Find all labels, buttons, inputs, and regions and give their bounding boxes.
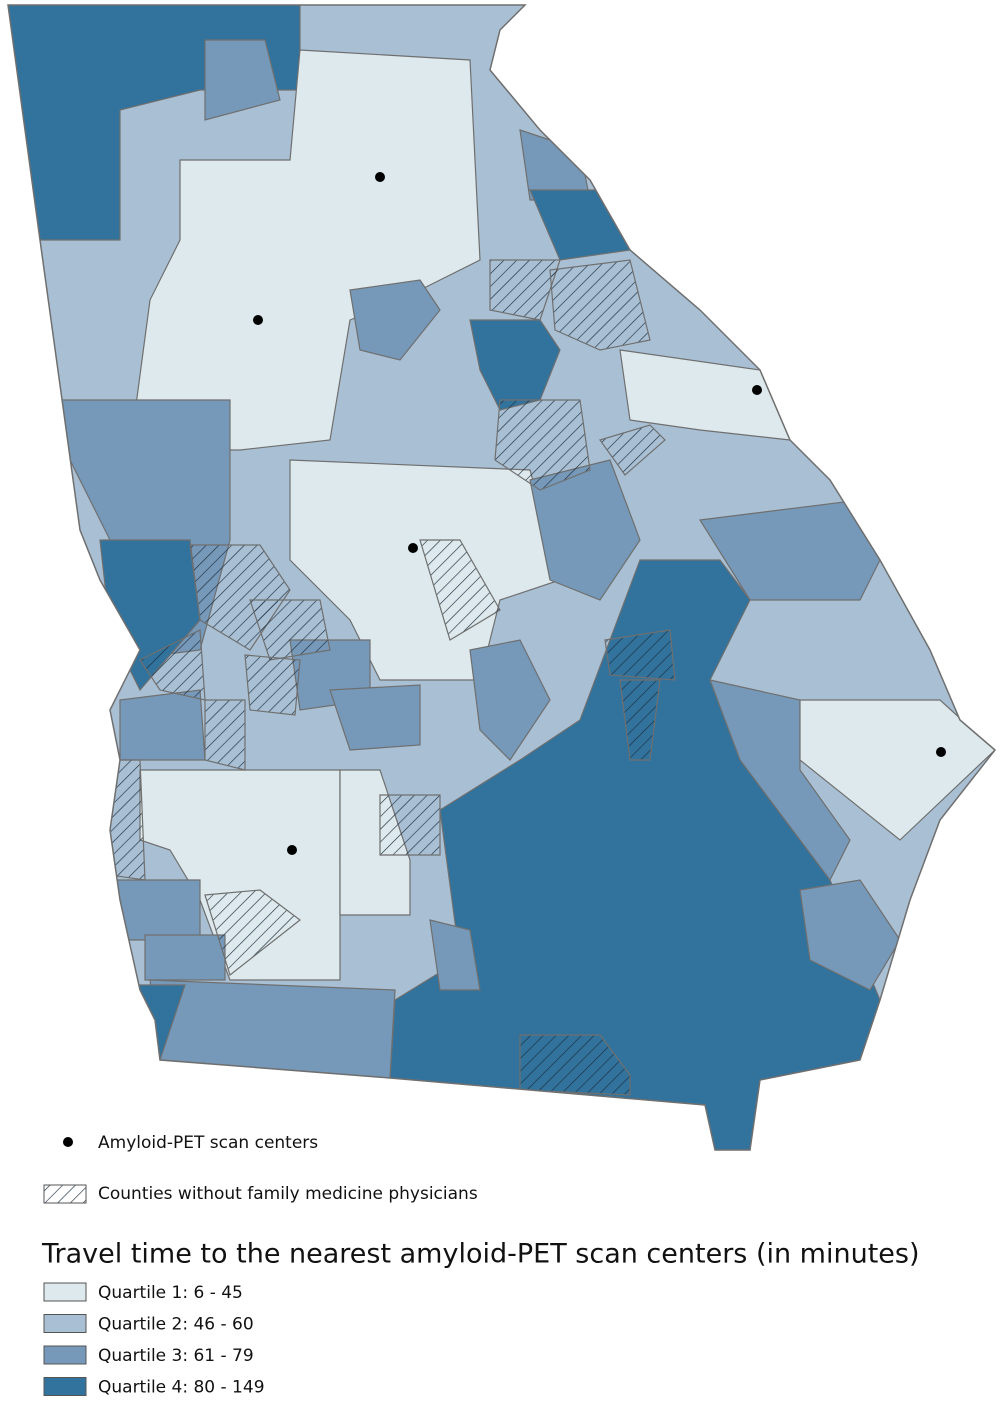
county-region: [129, 49, 481, 451]
no-physician-county: [494, 399, 591, 491]
county-region: [799, 699, 995, 841]
scan-centers: [253, 172, 946, 855]
state-outline: [7, 4, 997, 1151]
county-region: [329, 684, 421, 751]
legend-label: Quartile 4: 80 - 149: [98, 1378, 265, 1398]
no-physician-county: [519, 1034, 631, 1096]
no-physician-county: [99, 759, 146, 881]
legend-label: Amyloid-PET scan centers: [98, 1133, 318, 1153]
county-region: [698, 499, 881, 601]
legend-label: Quartile 2: 46 - 60: [98, 1315, 254, 1335]
no-physician-county: [604, 629, 676, 681]
county-region: [204, 39, 281, 121]
scan-center: [253, 315, 263, 325]
no-physician-county: [419, 539, 501, 641]
county-region: [619, 349, 791, 441]
county-region: [529, 459, 641, 601]
no-physician-county: [379, 794, 441, 856]
legend-swatch: [43, 1314, 87, 1333]
county-region: [349, 279, 441, 361]
no-physician-county: [549, 259, 651, 351]
legend-hatch-swatch: [43, 1184, 87, 1204]
quartile-legend: Quartile 1: 6 - 45 Quartile 2: 46 - 60 Qua…: [43, 1282, 265, 1398]
legend-swatch: [43, 1282, 87, 1302]
legend-label: Counties without family medicine physici…: [98, 1184, 478, 1204]
scan-center: [752, 385, 762, 395]
county-region: [109, 879, 201, 941]
legend-dot: [63, 1137, 73, 1147]
georgia-map: [8, 5, 995, 1150]
legend-swatch: [43, 1345, 87, 1365]
legend-swatch: [43, 1377, 87, 1396]
no-physician-county: [204, 699, 246, 771]
no-physician-county: [244, 654, 301, 716]
legend-label: Quartile 3: 61 - 79: [98, 1346, 254, 1366]
scan-center: [287, 845, 297, 855]
no-physician-county: [249, 599, 331, 661]
county-region: [429, 919, 481, 991]
no-physician-county: [204, 889, 301, 977]
county-region: [119, 689, 206, 761]
legend-title: Travel time to the nearest amyloid-PET s…: [41, 1239, 920, 1270]
legend-label: Quartile 1: 6 - 45: [98, 1283, 243, 1303]
county-region: [799, 879, 901, 991]
scan-center: [408, 543, 418, 553]
no-physician-county: [619, 679, 661, 761]
scan-center: [936, 747, 946, 757]
county-region: [339, 769, 411, 916]
legend: Amyloid-PET scan centers Counties withou…: [41, 1133, 920, 1398]
county-region: [469, 639, 551, 761]
county-region: [149, 979, 396, 1079]
no-physician-county: [489, 259, 561, 321]
scan-center: [375, 172, 385, 182]
no-physician-county: [599, 424, 666, 476]
county-region: [144, 934, 226, 981]
